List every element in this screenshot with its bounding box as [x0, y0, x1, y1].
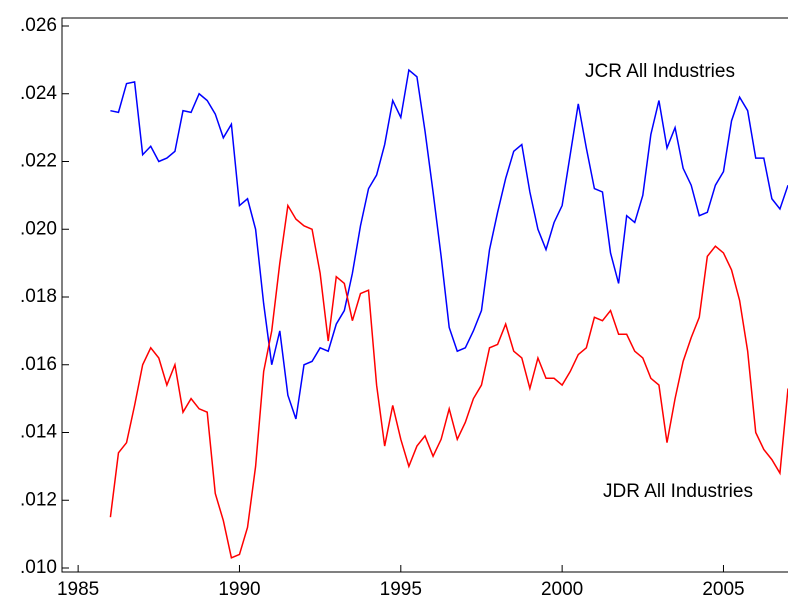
y-tick-label: .024 — [20, 83, 57, 104]
y-tick-label: .010 — [20, 557, 57, 578]
x-tick-label: 2005 — [702, 579, 744, 600]
plot-frame — [61, 17, 788, 573]
x-tick-label: 2000 — [541, 579, 583, 600]
y-tick-label: .016 — [20, 354, 57, 375]
series-line — [109, 203, 788, 559]
y-tick-label: .012 — [20, 489, 57, 510]
y-tick-label: .020 — [20, 218, 57, 239]
y-tick-label: .026 — [20, 15, 57, 36]
y-tick-label: .018 — [20, 286, 57, 307]
series-label: JCR All Industries — [585, 61, 735, 82]
series-line — [110, 68, 788, 420]
x-tick-label: 1990 — [218, 579, 260, 600]
series-label: JDR All Industries — [603, 481, 753, 502]
x-tick-label: 1995 — [380, 579, 422, 600]
y-tick-label: .014 — [20, 422, 57, 443]
x-tick-label: 1985 — [57, 579, 99, 600]
y-tick-label: .022 — [20, 151, 57, 172]
